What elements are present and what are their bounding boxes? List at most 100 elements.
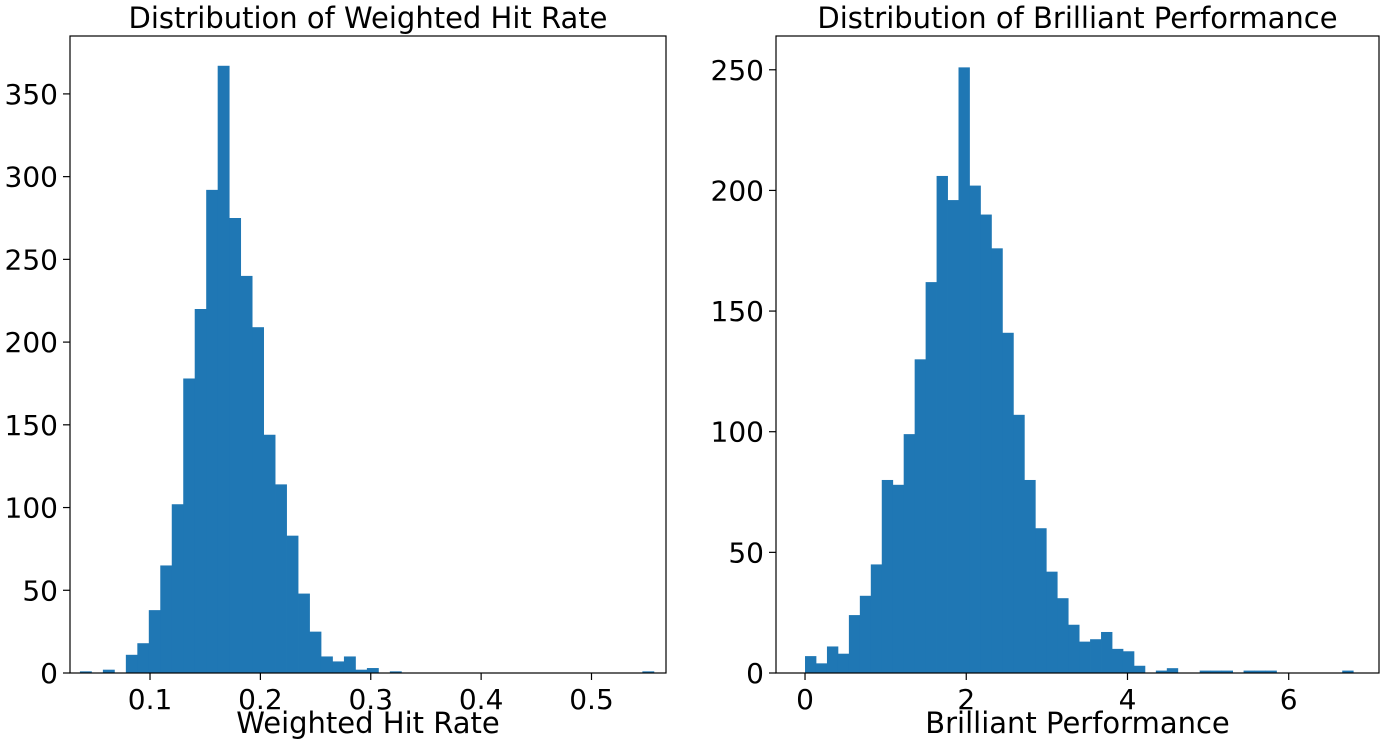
histogram-bar	[903, 434, 916, 674]
y-tick-label: 150	[5, 409, 58, 442]
x-tick-label: 0.4	[459, 683, 504, 716]
histogram-bar	[870, 564, 883, 673]
histogram-bar	[160, 565, 173, 673]
histogram-bar	[1243, 670, 1255, 673]
y-tick-label: 0	[40, 657, 58, 690]
x-tick-label: 0	[796, 683, 814, 716]
histogram-bar	[1046, 571, 1058, 673]
histogram-bar	[240, 275, 253, 673]
x-tick-label: 0.3	[348, 683, 393, 716]
y-tick-label: 200	[711, 174, 764, 207]
histogram-bar	[642, 671, 655, 673]
y-tick-label: 200	[5, 326, 58, 359]
histogram-bar	[194, 309, 207, 673]
histogram-bar	[1221, 670, 1233, 673]
histogram-bar	[991, 248, 1003, 673]
histogram-bar	[263, 434, 276, 673]
histogram-bar	[859, 595, 872, 673]
histogram-bar	[805, 656, 817, 673]
histogram-bar	[969, 185, 981, 673]
chart-title: Distribution of Brilliant Performance	[817, 1, 1337, 35]
histogram-bar	[837, 653, 850, 673]
histogram-bar	[1210, 670, 1223, 673]
x-tick-label: 0.1	[128, 683, 173, 716]
histogram-bar	[309, 631, 322, 673]
histogram-bar	[1133, 665, 1146, 673]
histogram-bar	[936, 175, 948, 673]
histogram-bar	[1024, 479, 1036, 673]
histogram-bar	[79, 671, 92, 673]
histogram-bar	[1013, 414, 1025, 673]
histogram-bar	[947, 200, 959, 673]
histogram-bar	[1166, 668, 1179, 673]
histogram-bar	[881, 479, 894, 673]
y-tick-label: 250	[5, 243, 58, 276]
histogram-bar	[366, 668, 379, 673]
histogram-bar	[892, 484, 905, 673]
histogram-bar	[102, 669, 115, 673]
y-tick-label: 150	[711, 295, 764, 328]
histogram-bar	[286, 535, 299, 673]
histogram-bar	[980, 214, 992, 674]
histogram-bar	[1265, 670, 1277, 673]
histogram-bar	[1342, 670, 1354, 673]
x-tick-label: 0.5	[569, 683, 614, 716]
histogram-bar	[1112, 648, 1124, 673]
histogram-bar	[137, 643, 150, 673]
axes-frame	[775, 35, 1380, 674]
histogram-bar	[848, 615, 861, 673]
x-axis-label: Weighted Hit Rate	[236, 706, 499, 740]
histogram-bar	[1035, 528, 1047, 673]
histogram-bar	[1122, 651, 1135, 673]
histogram-bar	[332, 661, 345, 673]
histogram-bar	[389, 671, 402, 673]
histogram-bar	[343, 656, 356, 673]
histogram-bar	[1090, 639, 1102, 673]
x-tick-label: 2	[957, 683, 975, 716]
x-axis-label: Brilliant Performance	[925, 706, 1230, 740]
histogram-bar	[1101, 631, 1113, 673]
histogram-bar	[252, 327, 264, 673]
y-tick-label: 300	[5, 161, 58, 194]
histogram-bar	[815, 663, 828, 673]
axes-frame	[69, 35, 667, 674]
histogram-bar	[1002, 332, 1014, 673]
histogram-bar	[171, 504, 184, 673]
bars	[805, 67, 1354, 674]
histogram-bar	[355, 669, 368, 673]
chart-title: Distribution of Weighted Hit Rate	[128, 1, 607, 35]
histogram-bar	[275, 484, 287, 673]
histogram-bar	[125, 654, 138, 673]
histogram-weighted-hit-rate: Distribution of Weighted Hit Rate Weight…	[5, 1, 667, 740]
histogram-bar	[1079, 641, 1091, 673]
histogram-bar	[1254, 670, 1266, 673]
bars	[79, 65, 655, 673]
histogram-brilliant-performance: Distribution of Brilliant Performance Br…	[711, 1, 1380, 740]
histogram-bar	[229, 218, 242, 673]
y-tick-label: 100	[5, 492, 58, 525]
histogram-bar	[320, 656, 333, 673]
histogram-bar	[148, 610, 161, 673]
histogram-bar	[914, 359, 927, 673]
histogram-bar	[1057, 598, 1069, 673]
y-tick-label: 350	[5, 78, 58, 111]
histogram-bar	[217, 65, 230, 673]
histogram-bar	[1155, 670, 1168, 673]
histogram-bar	[298, 593, 310, 673]
y-tick-label: 50	[22, 574, 58, 607]
histogram-bar	[826, 646, 839, 673]
y-tick-label: 0	[746, 657, 764, 690]
x-tick-label: 4	[1119, 683, 1137, 716]
x-tick-label: 0.2	[238, 683, 283, 716]
y-tick-label: 100	[711, 416, 764, 449]
histogram-bar	[1068, 624, 1080, 673]
y-tick-label: 50	[728, 536, 764, 569]
histogram-bar	[925, 282, 937, 673]
histogram-bar	[206, 189, 219, 673]
histogram-bar	[958, 67, 970, 674]
x-tick-label: 6	[1280, 683, 1298, 716]
y-tick-label: 250	[711, 54, 764, 87]
histogram-bar	[183, 378, 196, 673]
histogram-bar	[1199, 670, 1212, 673]
